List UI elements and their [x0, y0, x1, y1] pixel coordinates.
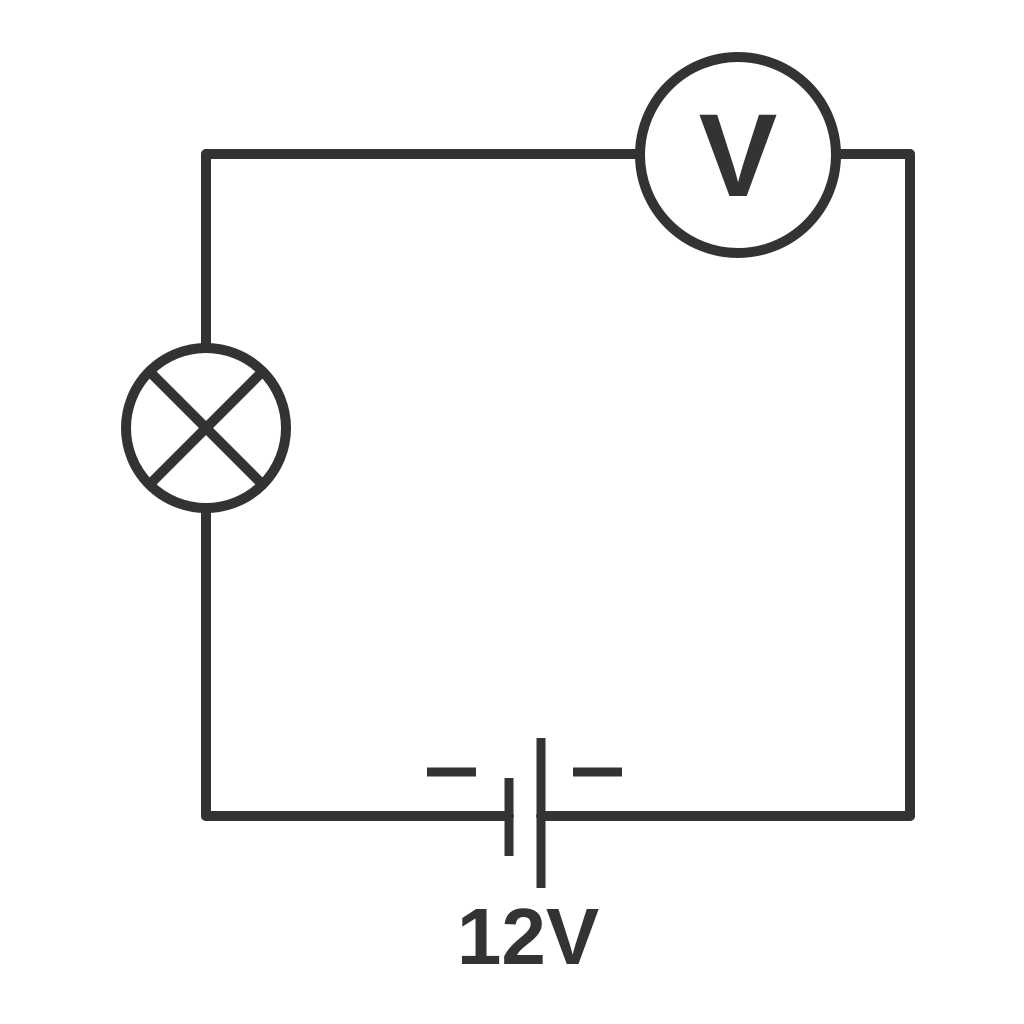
voltmeter-letter: V: [699, 90, 778, 222]
voltmeter-icon: [635, 52, 841, 258]
battery-icon: [427, 738, 622, 888]
lamp: [121, 343, 291, 513]
voltmeter: V: [635, 52, 841, 258]
circuit-wires: [201, 149, 915, 821]
battery-voltage-label: 12V: [457, 892, 599, 981]
lamp-cross-line-2: [145, 367, 267, 489]
